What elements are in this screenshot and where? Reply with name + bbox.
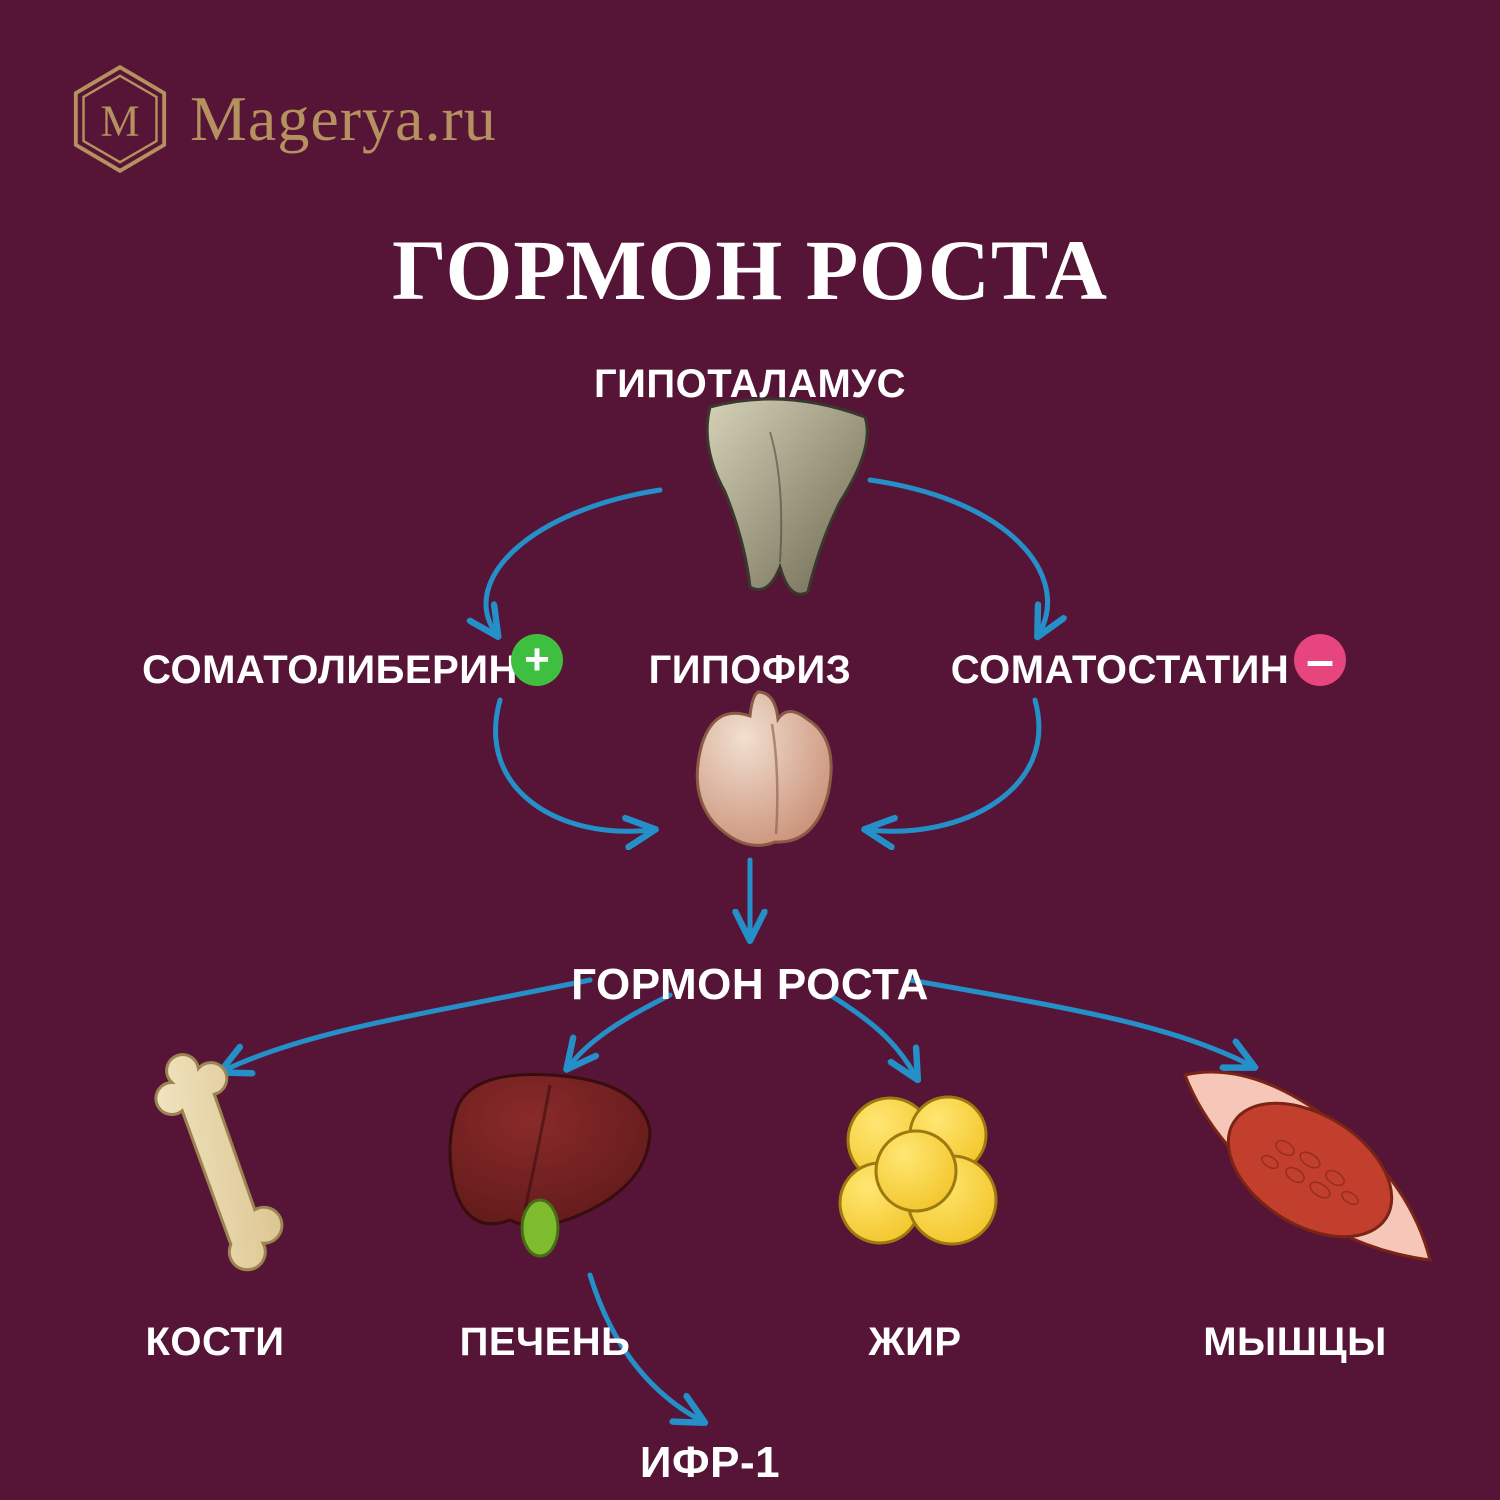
label-somatostatin: СОМАТОСТАТИН — [951, 648, 1290, 693]
brand-logo: M Magerya.ru — [72, 64, 497, 174]
minus-badge-icon: – — [1294, 634, 1346, 686]
page-title: ГОРМОН РОСТА — [0, 220, 1500, 320]
plus-badge-icon: + — [511, 634, 563, 686]
hypothalamus-icon — [690, 392, 880, 602]
label-growth-hormone: ГОРМОН РОСТА — [571, 960, 929, 1010]
arrow-somlib-to-pit — [496, 700, 650, 831]
bone-icon — [130, 1050, 320, 1280]
liver-icon — [440, 1060, 660, 1260]
label-fat: ЖИР — [868, 1320, 961, 1365]
label-igf: ИФР-1 — [640, 1438, 780, 1488]
muscle-icon — [1170, 1050, 1440, 1280]
hexagon-logo-icon: M — [72, 64, 168, 174]
brand-text: Magerya.ru — [190, 82, 497, 156]
label-muscle: МЫШЦЫ — [1203, 1320, 1387, 1365]
svg-text:M: M — [100, 96, 139, 145]
arrow-somstat-to-pit — [870, 700, 1039, 831]
label-bone: КОСТИ — [145, 1320, 284, 1365]
fat-icon — [830, 1085, 1010, 1255]
diagram-canvas: M Magerya.ru ГОРМОН РОСТА ГИПОТАЛАМУС ГИ… — [0, 0, 1500, 1500]
arrow-hyp-to-somlib — [486, 490, 660, 632]
label-liver: ПЕЧЕНЬ — [460, 1320, 631, 1365]
arrow-hyp-to-somstat — [870, 480, 1048, 632]
label-somatoliberin: СОМАТОЛИБЕРИН — [142, 648, 518, 693]
pituitary-icon — [680, 684, 850, 854]
